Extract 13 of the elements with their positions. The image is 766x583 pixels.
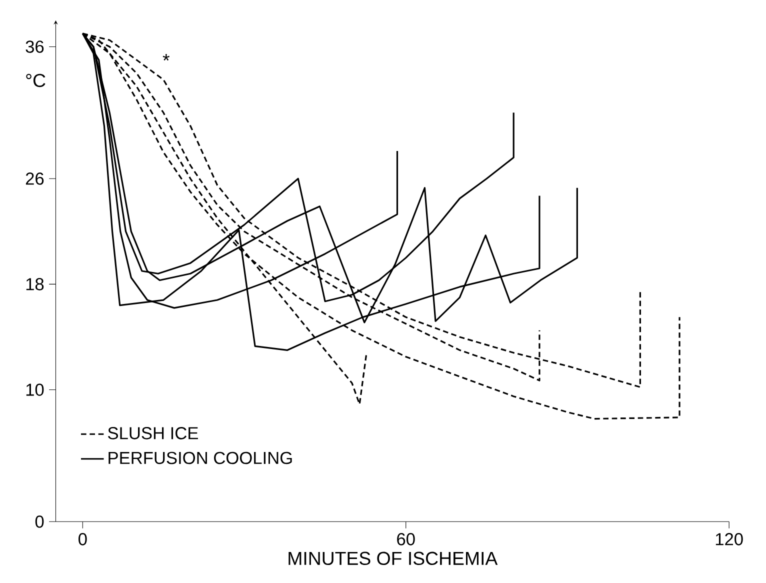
legend-label: SLUSH ICE [108, 427, 198, 440]
y-tick-label: 36 [26, 40, 44, 53]
y-axis-title: °C [26, 74, 46, 88]
y-tick-label: 10 [26, 384, 44, 396]
y-tick-label: 0 [35, 516, 44, 528]
x-tick-label: 0 [78, 533, 87, 546]
y-tick-label: 26 [26, 172, 44, 185]
x-tick-label: 120 [716, 533, 743, 546]
y-tick-label: 18 [26, 278, 44, 290]
x-axis-title: MINUTES OF ISCHEMIA [288, 552, 498, 566]
annotation: * [162, 54, 170, 61]
x-tick-label: 60 [397, 533, 415, 546]
legend-label: PERFUSION COOLING [108, 452, 292, 464]
